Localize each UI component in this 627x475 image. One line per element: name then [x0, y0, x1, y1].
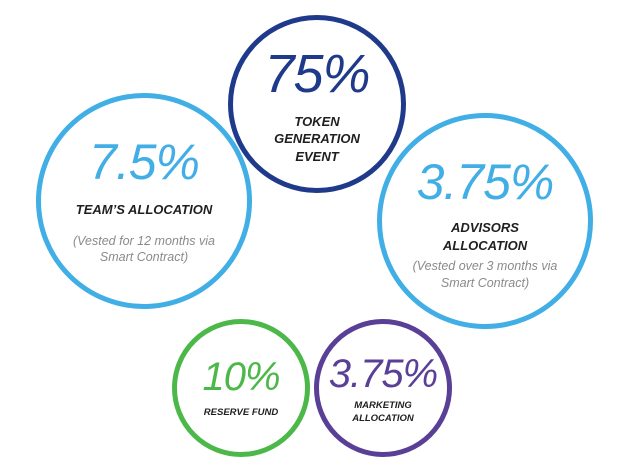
reserve-fund-label: RESERVE FUND	[203, 406, 279, 418]
marketing-allocation-label: MARKETING ALLOCATION	[352, 400, 414, 424]
team-allocation-label: TEAM’S ALLOCATION	[75, 201, 213, 217]
advisors-allocation-percent: 3.75%	[416, 154, 555, 211]
advisors-allocation-note: (Vested over 3 months via Smart Contract…	[412, 259, 558, 290]
reserve-fund-percent: 10%	[202, 354, 280, 399]
token-generation-event-label: TOKEN GENERATION EVENT	[274, 113, 360, 164]
advisors-allocation-circle: 3.75% ADVISORS ALLOCATION (Vested over 3…	[377, 113, 593, 329]
marketing-allocation-percent: 3.75%	[328, 352, 438, 397]
token-generation-event-circle: 75% TOKEN GENERATION EVENT	[228, 15, 406, 193]
advisors-allocation-label: ADVISORS ALLOCATION	[442, 220, 528, 253]
team-allocation-note: (Vested for 12 months via Smart Contract…	[73, 233, 215, 264]
team-allocation-percent: 7.5%	[89, 133, 200, 190]
marketing-allocation-circle: 3.75% MARKETING ALLOCATION	[314, 319, 452, 457]
team-allocation-circle: 7.5% TEAM’S ALLOCATION (Vested for 12 mo…	[36, 93, 252, 309]
reserve-fund-circle: 10% RESERVE FUND	[172, 319, 310, 457]
token-generation-event-percent: 75%	[264, 43, 370, 104]
